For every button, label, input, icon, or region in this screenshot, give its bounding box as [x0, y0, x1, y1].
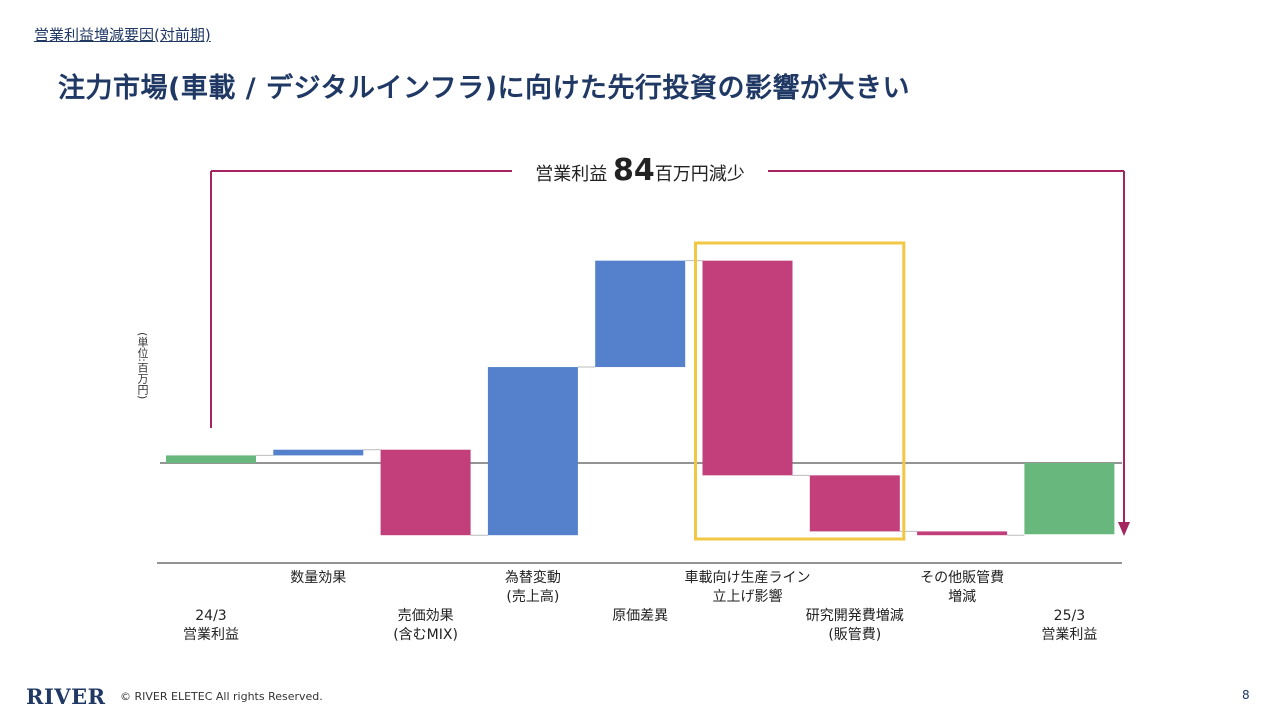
category-label: その他販管費増減 [920, 570, 1004, 605]
bar [380, 449, 471, 536]
category-label: 車載向け生産ライン立上げ影響 [685, 569, 811, 605]
bar [166, 455, 256, 463]
category-label: 原価差異 [612, 608, 668, 624]
bar [1024, 463, 1115, 535]
highlight-box [694, 241, 906, 541]
category-label: 24/3 営業利益 [183, 608, 239, 643]
category-label: 研究開発費増減(販管費) [806, 607, 904, 643]
bar [809, 475, 900, 532]
bar [702, 260, 793, 476]
unit-label: (単位:百万円) [136, 332, 149, 400]
category-label: 数量効果 [290, 570, 346, 586]
bar [487, 367, 578, 536]
category-label: 25/3 営業利益 [1041, 608, 1097, 643]
summary-suffix: 百万円減少 [655, 164, 745, 185]
page-title: 注力市場(車載 / デジタルインフラ)に向けた先行投資の影響が大きい [58, 73, 910, 104]
bar [273, 449, 364, 456]
company-logo: RIVER [26, 684, 106, 709]
category-label: 売価効果(含むMIX) [393, 608, 458, 643]
arrow-head-icon [1118, 522, 1130, 536]
copyright-text: © RIVER ELETEC All rights Reserved. [120, 690, 323, 703]
bar [595, 260, 686, 368]
breadcrumb[interactable]: 営業利益増減要因(対前期) [34, 26, 211, 44]
category-label: 為替変動(売上高) [505, 569, 561, 605]
summary-label: 営業利益 84百万円減少 [535, 153, 744, 188]
page-number: 8 [1242, 688, 1250, 702]
bar [917, 531, 1008, 536]
summary-prefix: 営業利益 [535, 164, 613, 185]
summary-value: 84 [613, 153, 655, 188]
